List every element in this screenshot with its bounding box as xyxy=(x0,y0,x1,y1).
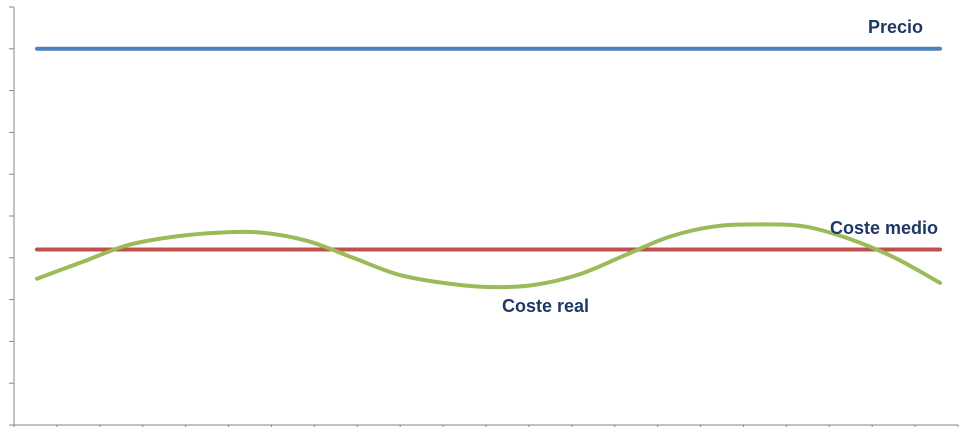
label-coste-medio: Coste medio xyxy=(830,218,938,238)
label-coste-real: Coste real xyxy=(502,296,589,316)
chart-axes xyxy=(9,6,959,427)
series-line-coste-real xyxy=(35,222,942,290)
chart-annotations: Precio Coste medio Coste real xyxy=(502,17,938,316)
label-precio: Precio xyxy=(868,17,923,37)
chart-series xyxy=(35,46,942,290)
